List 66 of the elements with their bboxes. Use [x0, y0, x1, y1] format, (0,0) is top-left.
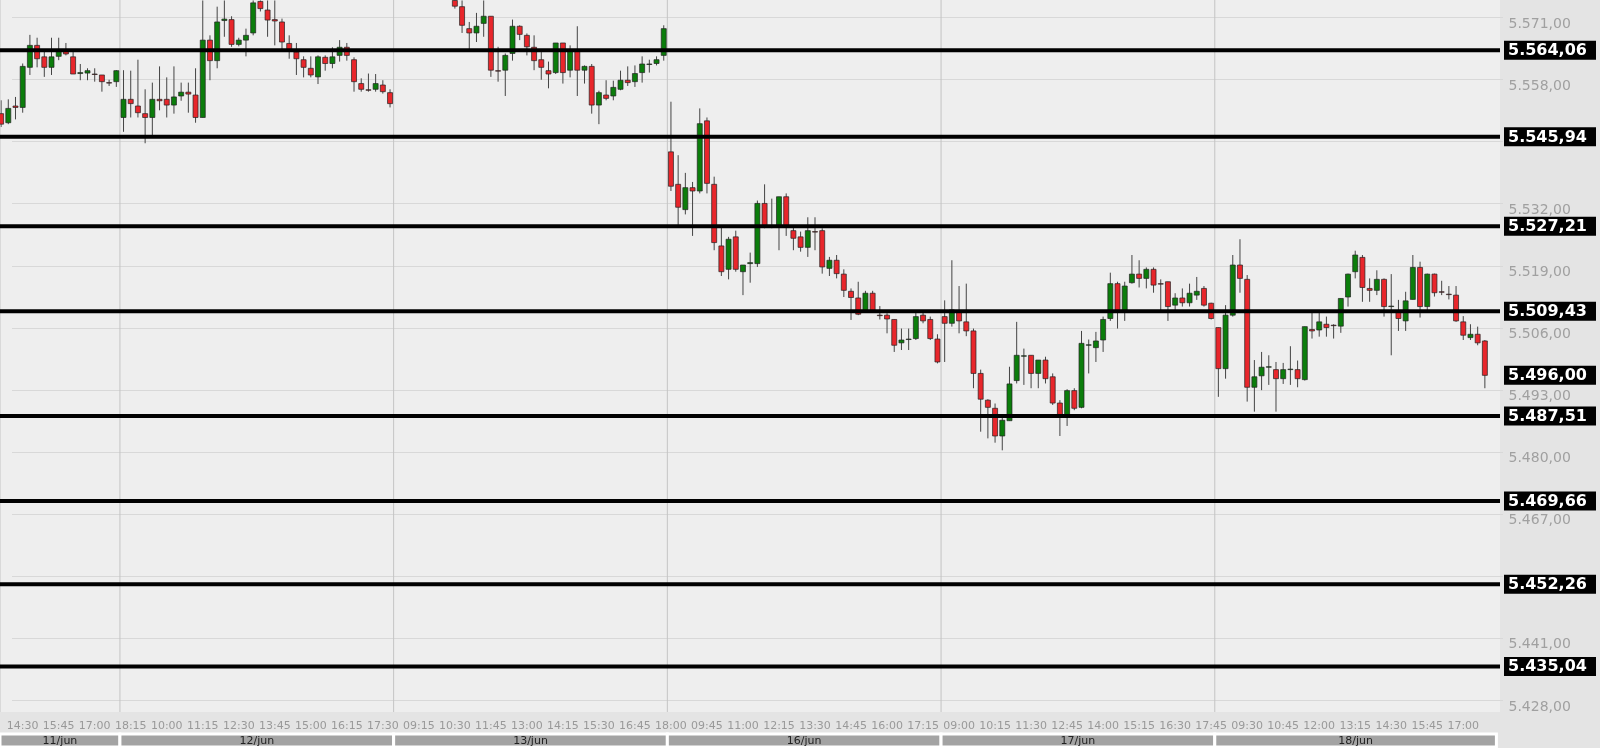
y-tick-label: 5.532,00	[1508, 200, 1571, 217]
y-tick-label: 5.571,00	[1508, 14, 1571, 31]
ref-line-label: 5.545,94	[1508, 126, 1587, 146]
text: 12/jun	[239, 734, 275, 747]
text: 13/jun	[513, 734, 548, 747]
x-tick-label: 15:45	[42, 718, 75, 732]
x-tick-label: 16:30	[1159, 718, 1191, 732]
x-tick-label: 17:00	[1447, 718, 1480, 732]
ref-line-label: 5.469,66	[1508, 491, 1587, 511]
ref-line-label: 5.487,51	[1508, 405, 1587, 425]
ref-line-label: 5.452,26	[1508, 574, 1587, 594]
x-tick-label: 14:00	[1087, 718, 1119, 732]
ref-line-label: 5.527,21	[1508, 216, 1587, 236]
x-tick-label: 11:45	[475, 718, 507, 732]
x-tick-label: 16:45	[619, 718, 651, 732]
x-tick-label: 15:00	[294, 718, 327, 732]
x-tick-label: 15:15	[1123, 718, 1155, 732]
text: 11/jun	[42, 734, 78, 747]
y-tick-label: 5.480,00	[1508, 449, 1571, 466]
x-tick-label: 14:30	[6, 718, 39, 732]
y-tick-label: 5.493,00	[1508, 387, 1571, 404]
x-tick-label: 17:45	[1195, 718, 1228, 732]
x-tick-label: 12:15	[763, 718, 795, 732]
x-tick-label: 13:00	[511, 718, 543, 732]
y-tick-label: 5.441,00	[1508, 635, 1571, 652]
x-tick-label: 17:00	[78, 718, 111, 732]
x-tick-label: 11:30	[1015, 718, 1047, 732]
text: 16/jun	[786, 734, 822, 747]
x-tick-label: 10:45	[1267, 718, 1300, 732]
x-tick-label: 11:15	[186, 718, 219, 732]
x-tick-label: 09:30	[1231, 718, 1264, 732]
text: 18/jun	[1338, 734, 1373, 747]
y-tick-label: 5.519,00	[1508, 263, 1571, 280]
text: 17/jun	[1060, 734, 1096, 747]
y-tick-label: 5.558,00	[1508, 76, 1571, 93]
x-tick-label: 15:30	[583, 718, 615, 732]
x-tick-label: 09:45	[691, 718, 723, 732]
ref-line-label: 5.564,06	[1508, 40, 1587, 60]
text: 5.496,00	[1508, 365, 1587, 385]
x-tick-label: 13:15	[1339, 718, 1372, 732]
y-tick-label: 5.467,00	[1508, 511, 1571, 528]
y-tick-label: 5.506,00	[1508, 325, 1571, 342]
x-tick-label: 14:30	[1375, 718, 1408, 732]
x-tick-label: 18:00	[655, 718, 687, 732]
x-tick-label: 17:30	[366, 718, 399, 732]
x-tick-label: 10:00	[150, 718, 183, 732]
x-tick-label: 14:45	[835, 718, 867, 732]
x-tick-label: 11:00	[727, 718, 759, 732]
x-tick-label: 09:00	[943, 718, 975, 732]
x-tick-label: 17:15	[907, 718, 939, 732]
x-tick-label: 10:15	[979, 718, 1011, 732]
x-tick-label: 12:30	[222, 718, 255, 732]
x-tick-label: 13:45	[258, 718, 291, 732]
x-tick-label: 14:15	[547, 718, 579, 732]
x-tick-label: 16:15	[330, 718, 363, 732]
y-tick-label: 5.428,00	[1508, 697, 1571, 714]
x-tick-label: 12:00	[1303, 718, 1336, 732]
x-tick-label: 12:45	[1051, 718, 1083, 732]
x-tick-label: 15:45	[1411, 718, 1444, 732]
x-tick-label: 10:30	[439, 718, 471, 732]
ref-line-label: 5.435,04	[1508, 656, 1587, 676]
x-tick-label: 16:00	[871, 718, 903, 732]
x-tick-label: 13:30	[799, 718, 831, 732]
x-tick-label: 18:15	[114, 718, 147, 732]
ref-line-label: 5.509,43	[1508, 301, 1587, 321]
x-tick-label: 09:15	[403, 718, 435, 732]
